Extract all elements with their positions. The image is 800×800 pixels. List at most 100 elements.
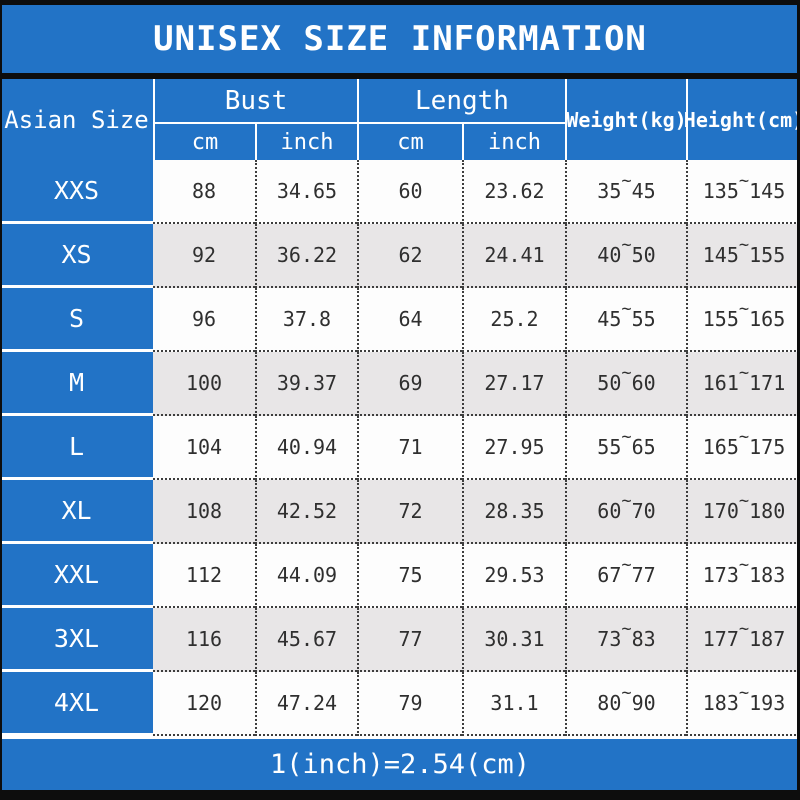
weight-max: 45 bbox=[631, 179, 656, 203]
height-max: 183 bbox=[749, 563, 786, 587]
length-inch-value: 29.53 bbox=[462, 544, 565, 608]
height-min: 161 bbox=[702, 371, 739, 395]
weight-min: 55 bbox=[597, 435, 622, 459]
length-inch-value: 24.41 bbox=[462, 224, 565, 288]
height-min: 135 bbox=[702, 179, 739, 203]
length-cm-value: 77 bbox=[357, 608, 462, 672]
range-tilde: ~ bbox=[738, 619, 750, 639]
height-range-cell: 173 ~ 183 bbox=[686, 544, 800, 608]
table-row: L 104 40.94 71 27.95 55 ~ 65 165 ~ 175 bbox=[0, 416, 800, 480]
size-label: XXS bbox=[0, 160, 153, 224]
weight-min: 73 bbox=[597, 627, 622, 651]
weight-range-cell: 50 ~ 60 bbox=[565, 352, 686, 416]
range-tilde: ~ bbox=[621, 683, 632, 703]
length-cm-value: 69 bbox=[357, 352, 462, 416]
length-cm-value: 71 bbox=[357, 416, 462, 480]
length-inch-value: 23.62 bbox=[462, 160, 565, 224]
weight-min: 60 bbox=[597, 499, 622, 523]
size-label: L bbox=[0, 416, 153, 480]
bust-inch-value: 42.52 bbox=[255, 480, 357, 544]
range-tilde: ~ bbox=[738, 555, 750, 575]
height-min: 170 bbox=[702, 499, 739, 523]
height-range-cell: 170 ~ 180 bbox=[686, 480, 800, 544]
weight-range-cell: 73 ~ 83 bbox=[565, 608, 686, 672]
height-range-cell: 165 ~ 175 bbox=[686, 416, 800, 480]
length-inch-value: 28.35 bbox=[462, 480, 565, 544]
weight-range-cell: 35 ~ 45 bbox=[565, 160, 686, 224]
weight-range-cell: 60 ~ 70 bbox=[565, 480, 686, 544]
height-max: 187 bbox=[749, 627, 786, 651]
range-tilde: ~ bbox=[621, 171, 632, 191]
conversion-note-bar: 1(inch)=2.54(cm) bbox=[0, 736, 800, 790]
bust-inch-value: 34.65 bbox=[255, 160, 357, 224]
conversion-note: 1(inch)=2.54(cm) bbox=[269, 749, 531, 780]
length-cm-value: 64 bbox=[357, 288, 462, 352]
height-range-cell: 145 ~ 155 bbox=[686, 224, 800, 288]
length-cm-value: 75 bbox=[357, 544, 462, 608]
weight-range-cell: 67 ~ 77 bbox=[565, 544, 686, 608]
table-row: M 100 39.37 69 27.17 50 ~ 60 161 ~ 171 bbox=[0, 352, 800, 416]
range-tilde: ~ bbox=[738, 235, 750, 255]
length-cm-value: 72 bbox=[357, 480, 462, 544]
weight-max: 70 bbox=[631, 499, 656, 523]
weight-min: 67 bbox=[597, 563, 622, 587]
range-tilde: ~ bbox=[738, 491, 750, 511]
height-max: 145 bbox=[749, 179, 786, 203]
size-label: XXL bbox=[0, 544, 153, 608]
table-row: 4XL 120 47.24 79 31.1 80 ~ 90 183 ~ 193 bbox=[0, 672, 800, 736]
range-tilde: ~ bbox=[738, 427, 750, 447]
bust-cm-value: 96 bbox=[153, 288, 255, 352]
subheader-bust-inch: inch bbox=[255, 124, 357, 160]
bust-cm-value: 104 bbox=[153, 416, 255, 480]
length-inch-value: 27.95 bbox=[462, 416, 565, 480]
height-max: 193 bbox=[749, 691, 786, 715]
weight-range-cell: 80 ~ 90 bbox=[565, 672, 686, 736]
length-cm-value: 79 bbox=[357, 672, 462, 736]
bust-inch-value: 36.22 bbox=[255, 224, 357, 288]
height-min: 177 bbox=[702, 627, 739, 651]
height-range-cell: 155 ~ 165 bbox=[686, 288, 800, 352]
weight-max: 50 bbox=[631, 243, 656, 267]
weight-max: 83 bbox=[631, 627, 656, 651]
weight-range-cell: 45 ~ 55 bbox=[565, 288, 686, 352]
bust-cm-value: 112 bbox=[153, 544, 255, 608]
page-title: UNISEX SIZE INFORMATION bbox=[153, 19, 647, 59]
table-header: Asian Size Bust Length Weight(kg) Height… bbox=[0, 79, 800, 160]
column-header-weight: Weight(kg) bbox=[565, 79, 687, 160]
title-bar: UNISEX SIZE INFORMATION bbox=[0, 5, 800, 73]
bust-cm-value: 120 bbox=[153, 672, 255, 736]
table-row: XXS 88 34.65 60 23.62 35 ~ 45 135 ~ 145 bbox=[0, 160, 800, 224]
table-row: XS 92 36.22 62 24.41 40 ~ 50 145 ~ 155 bbox=[0, 224, 800, 288]
range-tilde: ~ bbox=[738, 683, 750, 703]
size-label: 4XL bbox=[0, 672, 153, 736]
range-tilde: ~ bbox=[621, 491, 632, 511]
weight-min: 40 bbox=[597, 243, 622, 267]
subheader-bust-cm: cm bbox=[153, 124, 255, 160]
weight-max: 90 bbox=[631, 691, 656, 715]
weight-min: 35 bbox=[597, 179, 622, 203]
bottom-black-strip bbox=[0, 790, 800, 800]
weight-range-cell: 40 ~ 50 bbox=[565, 224, 686, 288]
height-max: 175 bbox=[749, 435, 786, 459]
bust-inch-value: 45.67 bbox=[255, 608, 357, 672]
range-tilde: ~ bbox=[738, 171, 750, 191]
height-range-cell: 183 ~ 193 bbox=[686, 672, 800, 736]
height-range-cell: 177 ~ 187 bbox=[686, 608, 800, 672]
range-tilde: ~ bbox=[621, 555, 632, 575]
range-tilde: ~ bbox=[621, 619, 632, 639]
height-range-cell: 161 ~ 171 bbox=[686, 352, 800, 416]
height-min: 183 bbox=[702, 691, 739, 715]
height-range-cell: 135 ~ 145 bbox=[686, 160, 800, 224]
bust-cm-value: 108 bbox=[153, 480, 255, 544]
length-inch-value: 31.1 bbox=[462, 672, 565, 736]
weight-min: 45 bbox=[597, 307, 622, 331]
length-cm-value: 60 bbox=[357, 160, 462, 224]
weight-max: 77 bbox=[631, 563, 656, 587]
subheader-length-inch: inch bbox=[462, 124, 565, 160]
title-separator-strip bbox=[0, 73, 800, 79]
table-row: 3XL 116 45.67 77 30.31 73 ~ 83 177 ~ 187 bbox=[0, 608, 800, 672]
length-inch-value: 27.17 bbox=[462, 352, 565, 416]
size-label: M bbox=[0, 352, 153, 416]
height-max: 165 bbox=[749, 307, 786, 331]
